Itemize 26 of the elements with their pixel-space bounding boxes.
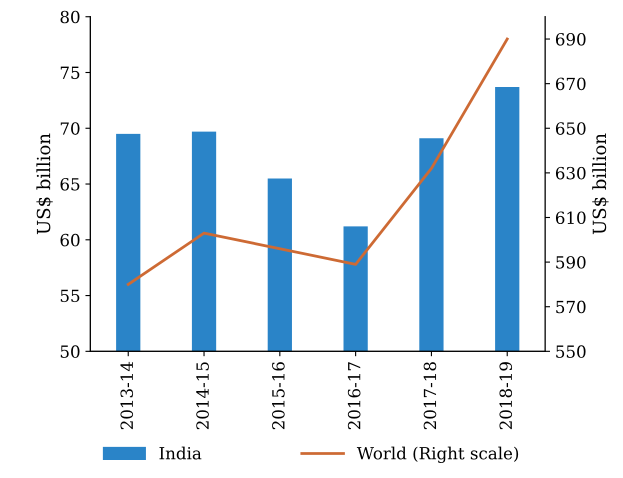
x-tick-label: 2017-18 (424, 362, 436, 430)
y2-tick-label: 670 (556, 78, 586, 90)
y-tick-label: 65 (60, 178, 80, 191)
x-tick-label: 2018-19 (499, 362, 512, 430)
y2-axis-title: US$ billion (592, 134, 609, 234)
x-tick-label: 2013-14 (120, 362, 134, 430)
y-tick-label: 75 (60, 66, 80, 80)
line-series (126, 38, 509, 286)
y2-tick-label: 590 (556, 256, 586, 269)
y-tick-label: 70 (60, 122, 80, 135)
y-tick-label: 50 (60, 345, 80, 358)
y-tick-label: 80 (60, 10, 80, 24)
y2-tick-label: 610 (556, 211, 586, 224)
y2-tick-label: 570 (556, 300, 586, 314)
y2-tick-label: 630 (556, 166, 586, 180)
y2-tick-label: 650 (556, 122, 586, 135)
y2-tick-label: 550 (556, 345, 586, 358)
y-tick-label: 60 (60, 234, 80, 246)
y-axis-title: US$ billion (36, 134, 53, 234)
x-tick-label: 2016-17 (348, 362, 360, 430)
legend-label: India (159, 446, 202, 460)
legend-label: World (Right scale) (356, 446, 518, 463)
x-tick-label: 2014-15 (196, 362, 209, 430)
y-tick-label: 55 (60, 290, 80, 302)
y2-tick-label: 690 (556, 33, 586, 46)
x-tick-label: 2015-16 (272, 362, 285, 430)
